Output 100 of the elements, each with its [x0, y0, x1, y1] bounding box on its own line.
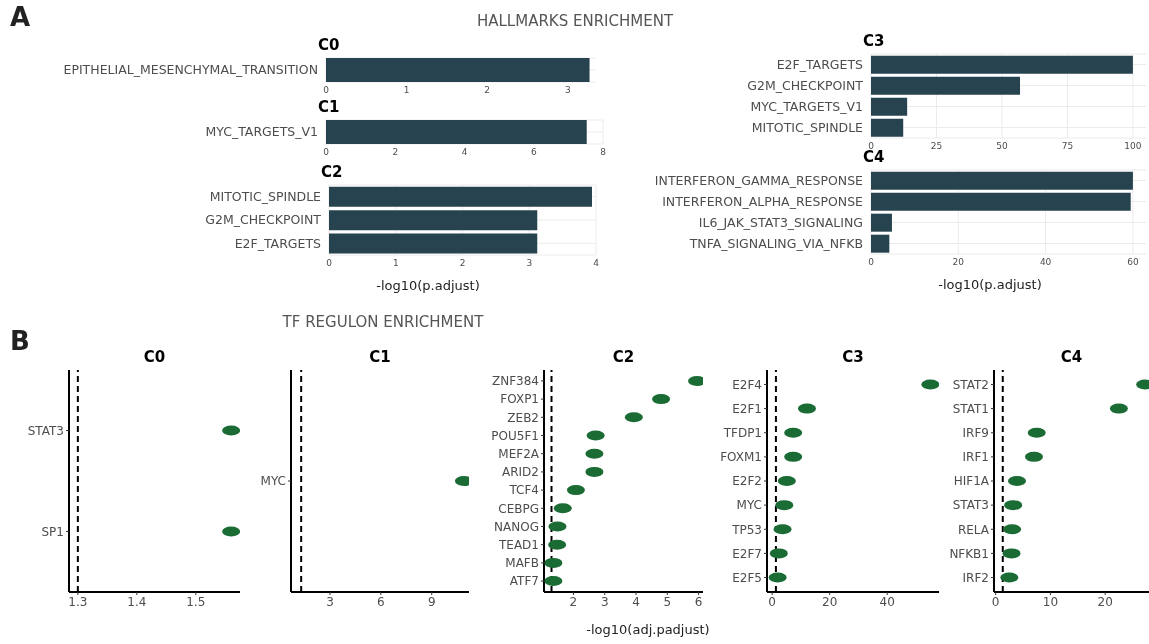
y-tick-label: E2F2 — [732, 474, 762, 489]
y-tick-label: TFDP1 — [722, 426, 762, 440]
x-tick-label: 25 — [930, 141, 943, 152]
x-tick-label: 0 — [991, 594, 1000, 609]
chart-title: C1 — [368, 348, 392, 366]
x-tick-label: 3 — [564, 85, 571, 96]
text: B — [10, 326, 30, 356]
x-tick-label: 2 — [569, 594, 578, 609]
y-tick-label: FOXM1 — [720, 450, 762, 465]
x-axis-title: -log10(adj.padjust) — [585, 622, 711, 637]
x-tick-label: 8 — [600, 147, 607, 158]
bar — [871, 234, 890, 253]
y-tick-label: E2F_TARGETS — [776, 56, 864, 72]
y-tick-label: STAT3 — [27, 423, 64, 438]
x-tick-label: 1.4 — [127, 594, 147, 609]
chart-title: C0 — [143, 348, 166, 366]
y-tick-label: E2F_TARGETS — [234, 235, 322, 251]
x-axis-title: -log10(p.adjust) — [937, 277, 1043, 292]
y-tick-label: TCF4 — [508, 483, 539, 498]
y-tick-label: INTERFERON_GAMMA_RESPONSE — [654, 172, 864, 188]
x-tick-label: 50 — [996, 141, 1008, 152]
x-tick-label: 0 — [323, 147, 330, 158]
x-tick-label: 0 — [323, 85, 330, 96]
x-tick-label: 9 — [427, 594, 436, 609]
x-tick-label: 3 — [600, 594, 609, 609]
y-tick-label: CEBPG — [498, 501, 539, 516]
bar — [871, 76, 1021, 95]
y-tick-label: RELA — [957, 522, 990, 537]
y-tick-label: ARID2 — [502, 465, 539, 480]
x-tick-label: 60 — [1127, 257, 1139, 268]
y-tick-label: TP53 — [731, 522, 762, 537]
x-tick-label: 20 — [1097, 594, 1113, 609]
chart-title: C3 — [841, 348, 865, 366]
x-tick-label: 0 — [326, 258, 333, 269]
x-tick-label: 1 — [403, 85, 410, 96]
y-tick-label: FOXP1 — [500, 392, 539, 407]
x-tick-label: 2 — [459, 258, 466, 269]
x-tick-label: 6 — [694, 594, 703, 609]
x-tick-label: 3 — [326, 594, 334, 609]
y-tick-label: E2F4 — [732, 377, 762, 392]
x-tick-label: 1 — [392, 258, 399, 269]
y-tick-label: STAT2 — [952, 377, 989, 392]
y-tick-label: MAFB — [505, 556, 539, 571]
text: HALLMARKS ENRICHMENT — [475, 12, 675, 30]
y-tick-label: G2M_CHECKPOINT — [747, 77, 864, 93]
y-tick-label: NANOG — [494, 519, 539, 534]
x-tick-label: 6 — [377, 594, 385, 609]
y-tick-label: ZNF384 — [491, 374, 539, 389]
x-tick-label: 3 — [526, 258, 533, 269]
x-tick-label: 5 — [663, 594, 672, 609]
y-tick-label: MITOTIC_SPINDLE — [209, 189, 322, 205]
chart-title: C2 — [611, 348, 636, 366]
x-tick-label: 100 — [1124, 141, 1142, 152]
bar — [871, 97, 908, 116]
x-tick-label: 1.3 — [68, 594, 88, 609]
y-tick-label: ATF7 — [509, 574, 539, 589]
y-tick-label: IL6_JAK_STAT3_SIGNALING — [698, 214, 863, 230]
chart-title: C0 — [317, 36, 341, 54]
bar — [871, 118, 904, 137]
y-tick-label: MYC — [736, 498, 762, 513]
x-tick-label: 2 — [392, 147, 399, 158]
x-tick-label: 75 — [1061, 141, 1074, 152]
y-tick-label: IRF9 — [962, 426, 989, 440]
y-tick-label: MYC_TARGETS_V1 — [750, 98, 863, 114]
y-tick-label: INTERFERON_ALPHA_RESPONSE — [662, 193, 864, 209]
x-tick-label: 6 — [530, 147, 537, 158]
bar — [871, 171, 1133, 190]
y-tick-label: IRF1 — [962, 450, 989, 465]
x-axis-title: -log10(p.adjust) — [375, 278, 481, 293]
text: TF REGULON ENRICHMENT — [281, 313, 485, 331]
x-tick-label: 0 — [768, 594, 776, 609]
y-tick-label: IRF2 — [962, 570, 989, 585]
y-tick-label: MEF2A — [498, 446, 540, 461]
x-tick-label: 20 — [822, 594, 838, 609]
y-tick-label: STAT1 — [952, 401, 989, 416]
y-tick-label: POU5F1 — [491, 428, 539, 443]
x-tick-label: 2 — [484, 85, 491, 96]
y-tick-label: NFKB1 — [949, 546, 989, 561]
bar — [871, 55, 1133, 74]
x-tick-label: 40 — [879, 594, 895, 609]
chart-title: C1 — [317, 98, 341, 116]
x-tick-label: 0 — [868, 257, 875, 268]
y-tick-label: ZEB2 — [507, 410, 539, 425]
y-tick-label: E2F5 — [732, 570, 762, 585]
y-tick-label: E2F1 — [732, 401, 762, 416]
y-tick-label: HIF1A — [953, 474, 990, 489]
bar — [871, 192, 1131, 211]
x-tick-label: 1.5 — [186, 594, 206, 609]
y-tick-label: STAT3 — [952, 498, 989, 513]
x-tick-label: 4 — [461, 147, 468, 158]
y-tick-label: E2F7 — [732, 546, 762, 561]
y-tick-label: TEAD1 — [498, 537, 539, 552]
y-tick-label: MYC — [260, 474, 286, 489]
y-tick-label: EPITHELIAL_MESENCHYMAL_TRANSITION — [63, 62, 318, 78]
chart-title: C4 — [1059, 348, 1084, 366]
y-tick-label: MITOTIC_SPINDLE — [751, 119, 864, 135]
x-tick-label: 20 — [952, 257, 965, 268]
y-tick-label: TNFA_SIGNALING_VIA_NFKB — [688, 235, 863, 251]
x-tick-label: 10 — [1042, 594, 1059, 609]
y-tick-label: G2M_CHECKPOINT — [205, 212, 322, 228]
